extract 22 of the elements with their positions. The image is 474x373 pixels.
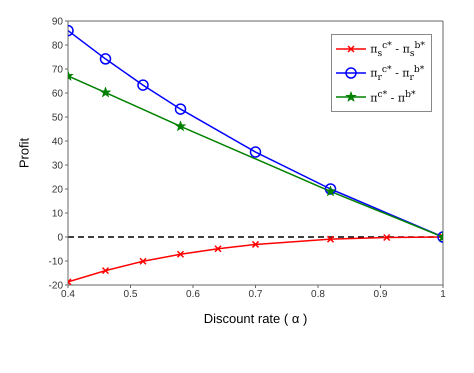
y-tick-label: 30 [52,160,64,172]
x-tick-label: 0.5 [124,289,138,300]
y-tick-label: 90 [52,16,64,28]
y-tick-label: 0 [57,232,64,244]
y-tick-label: 50 [52,112,64,124]
y-tick-label: 80 [52,40,64,52]
x-tick-label: 0.9 [374,289,388,300]
y-tick-label: 70 [52,64,64,76]
x-tick-label: 0.8 [311,289,326,300]
y-axis-title: Profit [16,137,32,168]
x-axis-title: Discount rate ( α ) [204,311,308,326]
y-tick-label: 20 [52,184,64,196]
y-tick-label: 10 [52,208,64,220]
y-tick-label: 60 [52,88,64,100]
x-tick-label: 1 [440,289,446,300]
y-tick-label: -10 [48,256,64,268]
x-tick-label: 0.4 [61,289,76,300]
legend-label: π$^{c*}$ - π$^{b*}$ [370,89,416,105]
x-tick-label: 0.6 [186,289,200,300]
x-tick-label: 0.7 [248,289,263,300]
y-tick-label: -20 [48,280,64,292]
y-tick-label: 40 [52,136,64,148]
